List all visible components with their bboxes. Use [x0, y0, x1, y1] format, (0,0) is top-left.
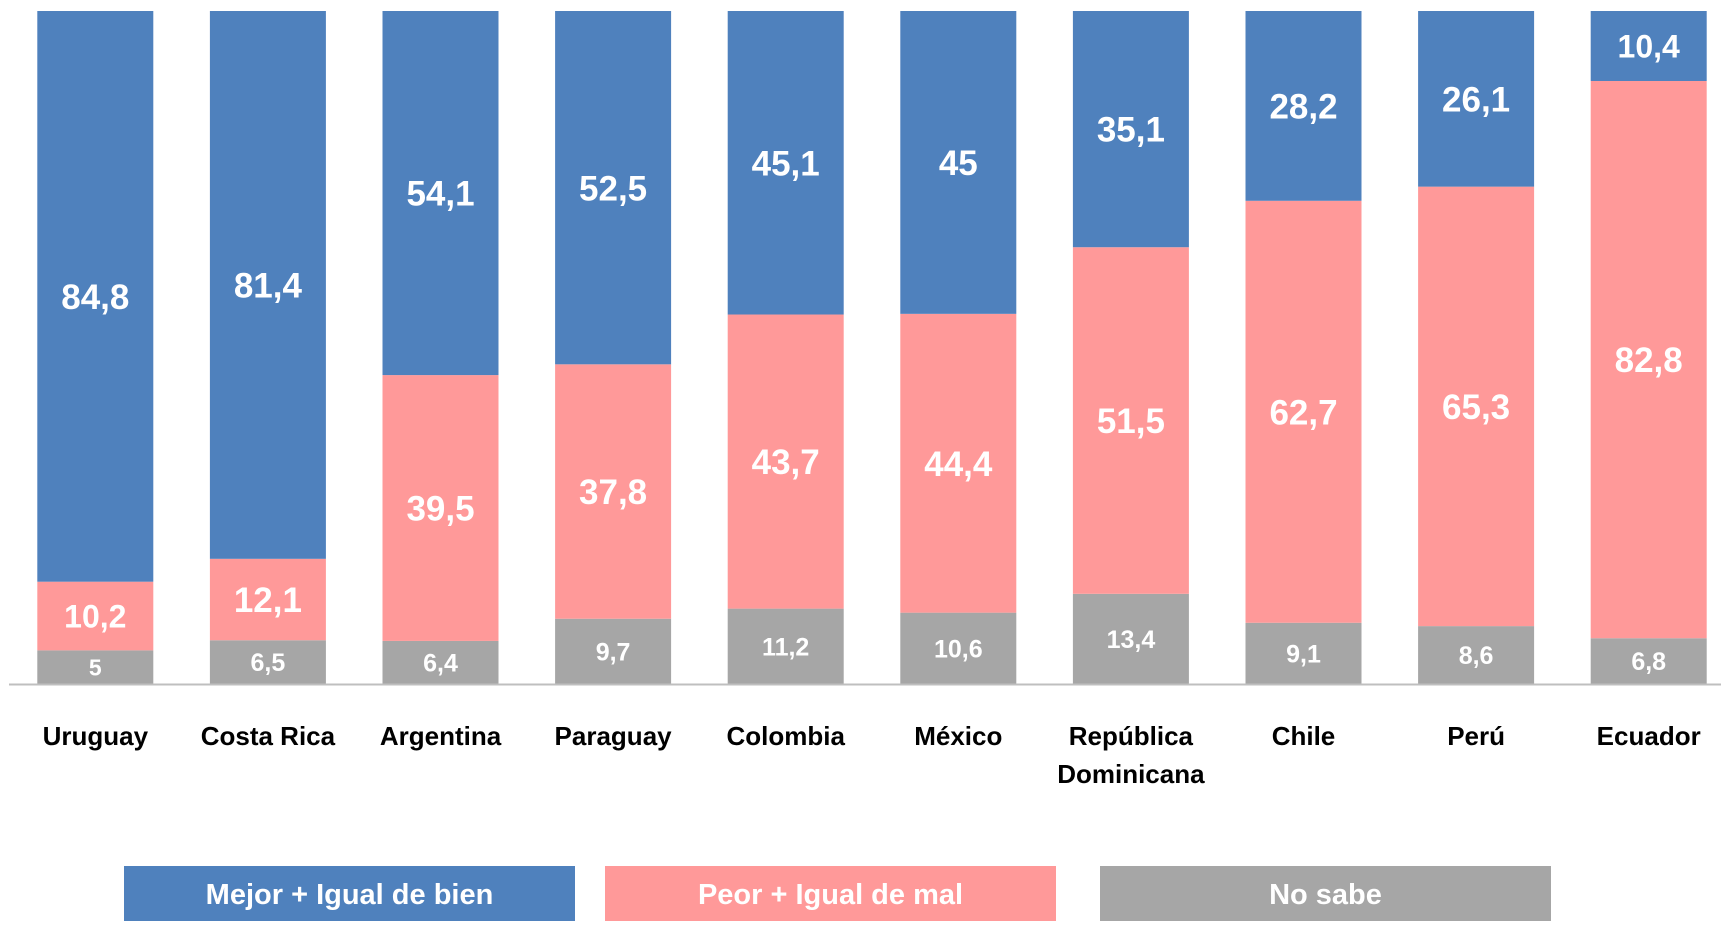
legend-label-mejor-igual-de-bien: Mejor + Igual de bien	[206, 879, 494, 911]
bar-segment-no-sabe-argentina	[382, 640, 499, 684]
bar-segment-peor-igual-de-mal-peru	[1418, 186, 1535, 627]
bar-segment-mejor-igual-de-bien-colombia	[727, 11, 844, 315]
bars-layer: 5 10,2 84,8 6,5 12,1 81,4 6,4 39,5 54,1 9,7 37,8 52…	[37, 11, 1707, 684]
bar-segment-mejor-igual-de-bien-paraguay	[555, 11, 672, 365]
bar-segment-mejor-igual-de-bien-republica-dominicana	[1072, 11, 1189, 248]
bar-segment-peor-igual-de-mal-uruguay	[37, 581, 154, 651]
bar-segment-no-sabe-paraguay	[555, 618, 672, 684]
bar-segment-mejor-igual-de-bien-chile	[1245, 11, 1362, 201]
data-label-peor-igual-de-mal-colombia: 43,7	[752, 443, 820, 482]
data-label-no-sabe-republica-dominicana: 13,4	[1107, 626, 1156, 654]
x-tick-label-uruguay: Uruguay	[43, 721, 149, 751]
x-tick-label-peru: Perú	[1447, 721, 1505, 751]
data-label-mejor-igual-de-bien-chile: 28,2	[1269, 87, 1337, 126]
data-label-peor-igual-de-mal-peru: 65,3	[1442, 388, 1510, 427]
data-label-no-sabe-chile: 9,1	[1286, 640, 1321, 668]
bar-segment-peor-igual-de-mal-costa-rica	[209, 558, 326, 641]
bar-segment-no-sabe-colombia	[727, 608, 844, 684]
x-tick-label-republica-dominicana-line2: Dominicana	[1057, 759, 1205, 789]
data-label-peor-igual-de-mal-ecuador: 82,8	[1615, 341, 1683, 380]
data-label-mejor-igual-de-bien-peru: 26,1	[1442, 80, 1510, 119]
legend-swatch-no-sabe	[1100, 866, 1551, 922]
x-tick-label-argentina: Argentina	[380, 721, 502, 751]
data-label-no-sabe-uruguay: 5	[89, 654, 102, 680]
x-tick-label-republica-dominicana-line1: República	[1069, 721, 1194, 751]
data-label-no-sabe-mexico: 10,6	[934, 635, 983, 663]
legend-swatch-peor-igual-de-mal	[605, 866, 1056, 922]
x-tick-label-paraguay: Paraguay	[555, 721, 673, 751]
legend: Mejor + Igual de bien Peor + Igual de mal…	[124, 866, 1551, 922]
data-label-mejor-igual-de-bien-ecuador: 10,4	[1618, 29, 1680, 65]
x-axis-labels: Uruguay Costa Rica Argentina Paraguay Colomb…	[43, 721, 1701, 789]
data-label-mejor-igual-de-bien-colombia: 45,1	[752, 144, 820, 183]
bar-segment-no-sabe-ecuador	[1590, 638, 1707, 684]
data-label-mejor-igual-de-bien-republica-dominicana: 35,1	[1097, 111, 1165, 150]
data-label-mejor-igual-de-bien-uruguay: 84,8	[61, 278, 129, 317]
bar-segment-peor-igual-de-mal-paraguay	[555, 364, 672, 619]
legend-label-peor-igual-de-mal: Peor + Igual de mal	[698, 879, 963, 911]
bar-segment-mejor-igual-de-bien-costa-rica	[209, 11, 326, 559]
legend-swatch-mejor-igual-de-bien	[124, 866, 575, 922]
bar-segment-mejor-igual-de-bien-uruguay	[37, 11, 154, 582]
data-label-peor-igual-de-mal-mexico: 44,4	[924, 445, 993, 484]
data-label-peor-igual-de-mal-costa-rica: 12,1	[234, 581, 302, 620]
data-label-peor-igual-de-mal-argentina: 39,5	[406, 490, 474, 529]
bar-segment-no-sabe-mexico	[900, 612, 1017, 684]
bar-segment-mejor-igual-de-bien-argentina	[382, 11, 499, 376]
data-label-no-sabe-argentina: 6,4	[423, 649, 458, 677]
bar-segment-mejor-igual-de-bien-mexico	[900, 11, 1017, 314]
bar-segment-no-sabe-uruguay	[37, 650, 154, 684]
bar-segment-peor-igual-de-mal-ecuador	[1590, 80, 1707, 639]
bar-segment-no-sabe-republica-dominicana	[1072, 593, 1189, 684]
bar-segment-no-sabe-costa-rica	[209, 640, 326, 684]
data-label-peor-igual-de-mal-republica-dominicana: 51,5	[1097, 402, 1165, 441]
bar-segment-mejor-igual-de-bien-peru	[1418, 11, 1535, 187]
bar-segment-peor-igual-de-mal-chile	[1245, 200, 1362, 623]
bar-segment-peor-igual-de-mal-republica-dominicana	[1072, 247, 1189, 594]
data-label-mejor-igual-de-bien-costa-rica: 81,4	[234, 267, 303, 306]
x-tick-label-costa-rica: Costa Rica	[201, 721, 336, 751]
bar-segment-peor-igual-de-mal-colombia	[727, 314, 844, 609]
bar-segment-peor-igual-de-mal-argentina	[382, 375, 499, 641]
data-label-no-sabe-ecuador: 6,8	[1631, 648, 1666, 676]
legend-label-no-sabe: No sabe	[1269, 879, 1382, 911]
x-tick-label-ecuador: Ecuador	[1597, 721, 1701, 751]
data-label-no-sabe-paraguay: 9,7	[596, 638, 631, 666]
x-tick-label-mexico: México	[914, 721, 1002, 751]
bar-segment-mejor-igual-de-bien-ecuador	[1590, 11, 1707, 81]
data-label-no-sabe-colombia: 11,2	[762, 633, 809, 661]
data-label-mejor-igual-de-bien-argentina: 54,1	[406, 175, 474, 214]
x-tick-label-colombia: Colombia	[726, 721, 845, 751]
bar-segment-peor-igual-de-mal-mexico	[900, 313, 1017, 613]
data-label-mejor-igual-de-bien-mexico: 45	[939, 144, 978, 183]
bar-segment-no-sabe-chile	[1245, 622, 1362, 684]
bar-segment-no-sabe-peru	[1418, 626, 1535, 684]
data-label-peor-igual-de-mal-chile: 62,7	[1269, 393, 1337, 432]
data-label-mejor-igual-de-bien-paraguay: 52,5	[579, 169, 647, 208]
data-label-no-sabe-costa-rica: 6,5	[251, 649, 286, 677]
data-label-no-sabe-peru: 8,6	[1459, 642, 1494, 670]
data-label-peor-igual-de-mal-uruguay: 10,2	[64, 599, 126, 635]
data-label-peor-igual-de-mal-paraguay: 37,8	[579, 473, 647, 512]
x-tick-label-chile: Chile	[1272, 721, 1336, 751]
